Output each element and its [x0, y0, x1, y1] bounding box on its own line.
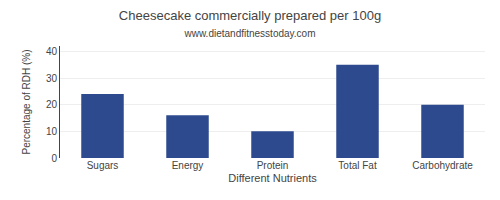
svg-text:40: 40: [46, 46, 58, 57]
svg-text:Different Nutrients: Different Nutrients: [228, 172, 317, 184]
svg-text:Sugars: Sugars: [87, 160, 119, 171]
svg-text:Cheesecake commercially prepar: Cheesecake commercially prepared per 100…: [119, 8, 381, 39]
svg-text:Energy: Energy: [172, 160, 204, 171]
svg-text:0: 0: [51, 153, 57, 164]
svg-text:Carbohydrate: Carbohydrate: [412, 160, 473, 171]
svg-text:20: 20: [46, 99, 58, 110]
svg-text:Total Fat: Total Fat: [338, 160, 377, 171]
svg-text:10: 10: [46, 126, 58, 137]
svg-text:Percentage of RDH (%): Percentage of RDH (%): [21, 49, 32, 154]
svg-text:Protein: Protein: [257, 160, 289, 171]
svg-text:30: 30: [46, 73, 58, 84]
